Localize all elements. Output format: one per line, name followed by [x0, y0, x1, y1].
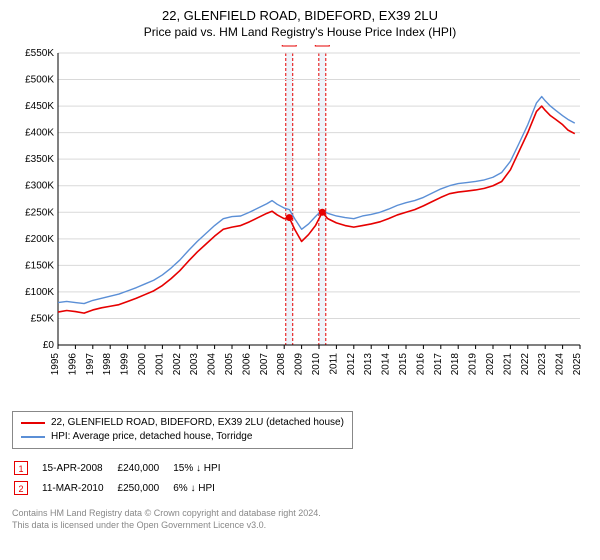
- legend-item: 22, GLENFIELD ROAD, BIDEFORD, EX39 2LU (…: [21, 416, 344, 430]
- svg-text:2019: 2019: [468, 353, 479, 376]
- sale-delta: 6% ↓ HPI: [173, 479, 232, 497]
- chart-subtitle: Price paid vs. HM Land Registry's House …: [12, 25, 588, 39]
- svg-text:£400K: £400K: [25, 128, 54, 139]
- svg-text:£350K: £350K: [25, 154, 54, 165]
- svg-text:£550K: £550K: [25, 48, 54, 59]
- chart-title: 22, GLENFIELD ROAD, BIDEFORD, EX39 2LU: [12, 8, 588, 23]
- sale-date: 15-APR-2008: [42, 459, 116, 477]
- svg-text:1998: 1998: [102, 353, 113, 376]
- svg-text:2022: 2022: [520, 353, 531, 376]
- legend: 22, GLENFIELD ROAD, BIDEFORD, EX39 2LU (…: [12, 411, 353, 449]
- svg-text:1995: 1995: [50, 353, 61, 376]
- svg-text:2025: 2025: [572, 353, 583, 376]
- chart-container: 12£0£50K£100K£150K£200K£250K£300K£350K£4…: [12, 45, 588, 405]
- legend-item: HPI: Average price, detached house, Torr…: [21, 430, 344, 444]
- footer-line-1: Contains HM Land Registry data © Crown c…: [12, 508, 321, 518]
- svg-text:2023: 2023: [537, 353, 548, 376]
- svg-text:2024: 2024: [555, 353, 566, 376]
- svg-text:2015: 2015: [398, 353, 409, 376]
- svg-text:2012: 2012: [346, 353, 357, 376]
- sales-table: 1 15-APR-2008£240,00015% ↓ HPI 2 11-MAR-201…: [12, 457, 234, 499]
- svg-text:1999: 1999: [120, 353, 131, 376]
- sale-marker-icon: 2: [14, 481, 28, 495]
- sale-delta: 15% ↓ HPI: [173, 459, 232, 477]
- svg-text:2007: 2007: [259, 353, 270, 376]
- sale-price: £250,000: [118, 479, 172, 497]
- svg-text:2020: 2020: [485, 353, 496, 376]
- svg-text:2003: 2003: [189, 353, 200, 376]
- svg-text:2001: 2001: [154, 353, 165, 376]
- svg-text:£50K: £50K: [31, 313, 55, 324]
- svg-text:2014: 2014: [381, 353, 392, 376]
- svg-text:1997: 1997: [85, 353, 96, 376]
- svg-text:2008: 2008: [276, 353, 287, 376]
- line-chart: 12£0£50K£100K£150K£200K£250K£300K£350K£4…: [12, 45, 588, 405]
- svg-text:2009: 2009: [294, 353, 305, 376]
- sale-price: £240,000: [118, 459, 172, 477]
- svg-text:2018: 2018: [450, 353, 461, 376]
- sale-marker-icon: 1: [14, 461, 28, 475]
- footer-line-2: This data is licensed under the Open Gov…: [12, 520, 266, 530]
- legend-label: HPI: Average price, detached house, Torr…: [51, 430, 252, 444]
- svg-text:2002: 2002: [172, 353, 183, 376]
- svg-text:2011: 2011: [328, 353, 339, 375]
- svg-text:£150K: £150K: [25, 260, 54, 271]
- svg-text:2005: 2005: [224, 353, 235, 376]
- svg-text:2000: 2000: [137, 353, 148, 376]
- footer-attribution: Contains HM Land Registry data © Crown c…: [12, 507, 588, 531]
- sale-row: 2 11-MAR-2010£250,0006% ↓ HPI: [14, 479, 232, 497]
- sale-row: 1 15-APR-2008£240,00015% ↓ HPI: [14, 459, 232, 477]
- svg-text:£450K: £450K: [25, 101, 54, 112]
- legend-label: 22, GLENFIELD ROAD, BIDEFORD, EX39 2LU (…: [51, 416, 344, 430]
- svg-text:2021: 2021: [502, 353, 513, 376]
- svg-text:£100K: £100K: [25, 287, 54, 298]
- legend-swatch: [21, 422, 45, 424]
- legend-swatch: [21, 436, 45, 438]
- sale-date: 11-MAR-2010: [42, 479, 116, 497]
- svg-text:2006: 2006: [241, 353, 252, 376]
- svg-text:2013: 2013: [363, 353, 374, 376]
- svg-text:£250K: £250K: [25, 207, 54, 218]
- svg-text:2004: 2004: [207, 353, 218, 376]
- svg-text:£300K: £300K: [25, 181, 54, 192]
- svg-text:£0: £0: [43, 340, 55, 351]
- svg-text:1996: 1996: [67, 353, 78, 376]
- svg-text:2016: 2016: [415, 353, 426, 376]
- svg-text:2017: 2017: [433, 353, 444, 376]
- svg-text:£500K: £500K: [25, 75, 54, 86]
- svg-text:2010: 2010: [311, 353, 322, 376]
- svg-text:£200K: £200K: [25, 234, 54, 245]
